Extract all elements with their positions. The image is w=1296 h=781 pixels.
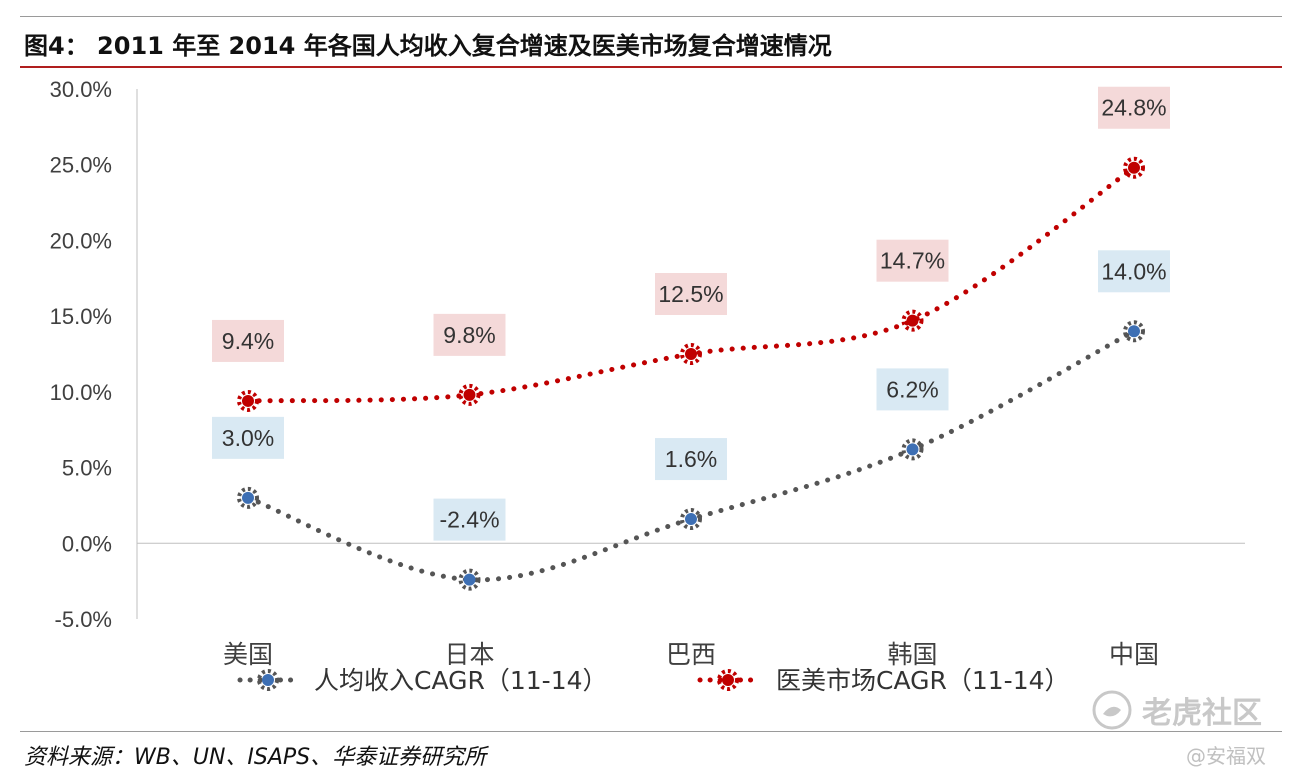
- data-point-medical-core: [1128, 161, 1140, 174]
- series-line-medical: [245, 165, 1137, 404]
- data-label-bg-medical: [212, 319, 284, 362]
- data-label-medical: 14.7%: [880, 248, 945, 274]
- data-label-bg-income: [876, 368, 949, 411]
- data-point-medical: [901, 309, 924, 332]
- data-label-bg-income: [433, 498, 506, 541]
- data-point-income: [237, 486, 259, 509]
- data-point-income-core: [1128, 325, 1140, 338]
- data-point-income-ring: [901, 438, 924, 461]
- legend-layer: 人均收入CAGR（11-14） 医美市场CAGR（11-14）: [237, 666, 1070, 695]
- y-tick-label: 0.0%: [62, 531, 112, 556]
- top-rule: [20, 16, 1282, 17]
- data-point-medical-core: [906, 314, 919, 327]
- data-label-bg-medical: [1098, 86, 1170, 129]
- data-label-bg-medical: [876, 239, 949, 282]
- data-label-income: 1.6%: [665, 446, 717, 472]
- data-point-medical-core: [463, 388, 476, 401]
- legend-marker-medical-core: [722, 674, 734, 686]
- data-label-medical: 12.5%: [658, 281, 723, 307]
- source-note: 资料来源：WB、UN、ISAPS、华泰证券研究所: [24, 745, 487, 770]
- data-label-bg-income: [212, 416, 284, 459]
- x-tick-label: 韩国: [887, 640, 937, 669]
- data-label-medical: 9.4%: [222, 328, 274, 354]
- series-layer: 3.0% -2.4% 1.6% 6.2% 14.0% 9.4% 9.8% 12.5% 14.7%…: [212, 86, 1170, 591]
- legend-marker-income-ring: [257, 669, 279, 691]
- data-point-medical: [1123, 156, 1145, 179]
- data-point-medical: [680, 343, 702, 365]
- data-point-income: [1123, 320, 1145, 343]
- x-tick-label: 中国: [1109, 640, 1159, 669]
- data-point-income: [680, 508, 702, 531]
- watermark-brand: 老虎社区: [1090, 688, 1262, 732]
- data-point-income-core: [685, 513, 697, 526]
- data-point-medical-ring: [901, 309, 924, 332]
- legend-marker-medical: [717, 669, 739, 691]
- data-point-medical-core: [242, 394, 254, 407]
- y-tick-label: 5.0%: [62, 456, 112, 481]
- data-point-medical: [237, 389, 259, 412]
- data-label-income: 14.0%: [1101, 258, 1166, 284]
- legend-marker-income-core: [262, 674, 274, 686]
- data-point-income-ring: [680, 508, 702, 531]
- data-point-income-core: [463, 573, 476, 586]
- legend-label-income: 人均收入CAGR（11-14）: [314, 666, 608, 695]
- data-point-medical-ring: [1123, 156, 1145, 179]
- title-rule: [20, 66, 1282, 68]
- data-label-income: -2.4%: [439, 507, 499, 533]
- y-tick-label: -5.0%: [55, 607, 112, 632]
- x-tick-label: 巴西: [666, 640, 716, 669]
- axis-layer: -5.0% 0.0% 5.0% 10.0% 15.0% 20.0% 25.0% 30.0% 美国…: [50, 77, 1245, 669]
- data-point-income-core: [242, 491, 254, 504]
- bottom-rule: [20, 731, 1282, 732]
- y-tick-label: 15.0%: [50, 304, 112, 329]
- data-label-income: 3.0%: [222, 425, 274, 451]
- data-point-income-ring: [458, 568, 481, 591]
- y-tick-label: 20.0%: [50, 228, 112, 253]
- data-label-bg-income: [655, 438, 727, 481]
- data-point-income: [458, 568, 481, 591]
- data-point-medical-core: [685, 348, 697, 360]
- data-point-income-core: [906, 443, 919, 456]
- y-tick-label: 30.0%: [50, 77, 112, 102]
- x-tick-label: 日本: [444, 640, 494, 669]
- data-label-bg-medical: [433, 313, 506, 356]
- watermark-user: @安福双: [1186, 744, 1266, 768]
- legend-label-medical: 医美市场CAGR（11-14）: [776, 666, 1070, 695]
- y-tick-label: 25.0%: [50, 153, 112, 178]
- figure-title: 图4： 2011 年至 2014 年各国人均收入复合增速及医美市场复合增速情况: [24, 32, 832, 60]
- data-point-medical-ring: [237, 389, 259, 412]
- data-label-medical: 9.8%: [443, 322, 495, 348]
- data-point-medical: [458, 383, 481, 406]
- watermark-brand-text: 老虎社区: [1142, 696, 1262, 731]
- data-label-bg-medical: [655, 273, 727, 315]
- x-tick-label: 美国: [223, 640, 273, 669]
- data-label-income: 6.2%: [886, 376, 938, 402]
- data-label-bg-income: [1098, 250, 1170, 293]
- data-point-income-ring: [1123, 320, 1145, 343]
- data-point-medical-ring: [680, 343, 702, 365]
- data-label-medical: 24.8%: [1101, 95, 1166, 121]
- data-point-income: [901, 438, 924, 461]
- data-point-income-ring: [237, 486, 259, 509]
- watermark-logo-icon: [1092, 690, 1132, 730]
- legend-marker-medical-ring: [717, 669, 739, 691]
- y-tick-label: 10.0%: [50, 380, 112, 405]
- legend-marker-income: [257, 669, 279, 691]
- data-point-medical-ring: [458, 383, 481, 406]
